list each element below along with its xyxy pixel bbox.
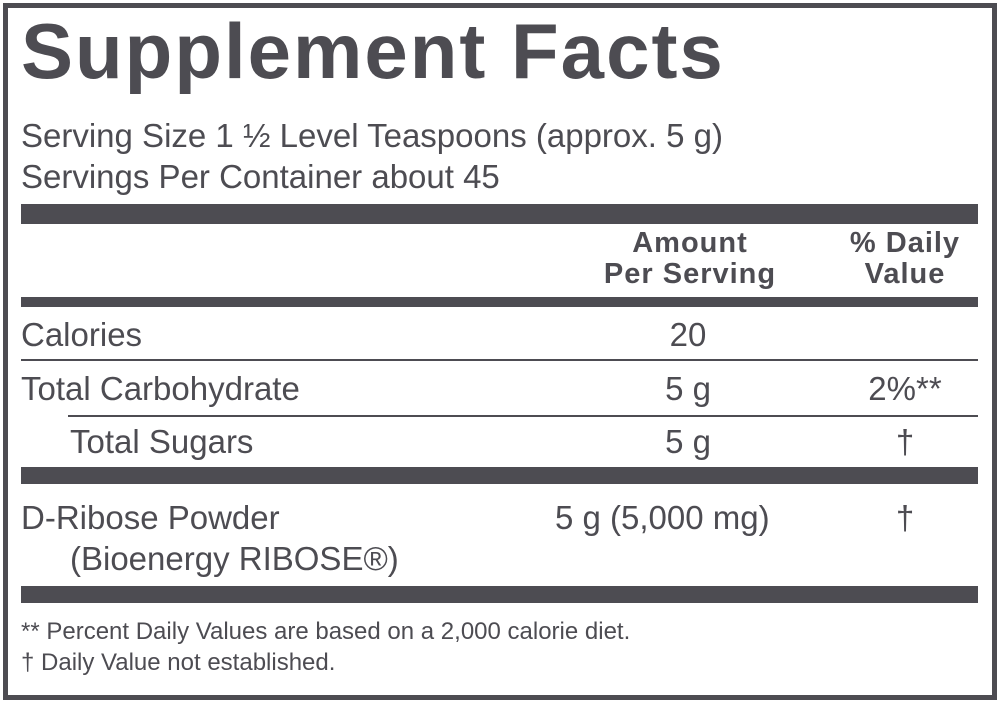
amount-header-line1: Amount <box>632 227 748 259</box>
row-dv-sugars: † <box>895 423 915 460</box>
amount-header: Amount Per Serving <box>580 228 800 290</box>
divider-thin <box>68 415 978 417</box>
row-dv-ribose: † <box>895 499 915 536</box>
row-amount-ribose: 5 g (5,000 mg) <box>555 499 770 536</box>
footnote-not-established: † Daily Value not established. <box>21 649 336 676</box>
divider-thin <box>21 359 978 361</box>
label-title: Supplement Facts <box>21 7 725 95</box>
footnote-daily-values: ** Percent Daily Values are based on a 2… <box>21 618 631 645</box>
servings-per-container: Servings Per Container about 45 <box>21 158 500 195</box>
row-amount-calories: 20 <box>669 316 707 353</box>
dv-header-line1: % Daily <box>849 227 961 259</box>
serving-size: Serving Size 1 ½ Level Teaspoons (approx… <box>21 117 723 154</box>
divider-thick <box>21 586 978 603</box>
dv-header-line2: Value <box>864 258 946 290</box>
row-name-carbohydrate: Total Carbohydrate <box>21 370 300 407</box>
divider-medium <box>21 297 978 307</box>
row-amount-carbohydrate: 5 g <box>665 370 711 407</box>
row-name-ribose-sub: (Bioenergy RIBOSE®) <box>70 540 399 577</box>
row-dv-carbohydrate: 2%** <box>868 370 942 407</box>
amount-header-line2: Per Serving <box>603 258 777 290</box>
divider-thick <box>21 204 978 224</box>
row-name-calories: Calories <box>21 316 143 353</box>
row-name-sugars: Total Sugars <box>70 423 254 460</box>
label-border <box>3 3 997 700</box>
divider-thick <box>21 467 978 484</box>
row-name-ribose: D-Ribose Powder <box>21 499 280 536</box>
daily-value-header: % Daily Value <box>830 228 980 290</box>
row-amount-sugars: 5 g <box>665 423 711 460</box>
